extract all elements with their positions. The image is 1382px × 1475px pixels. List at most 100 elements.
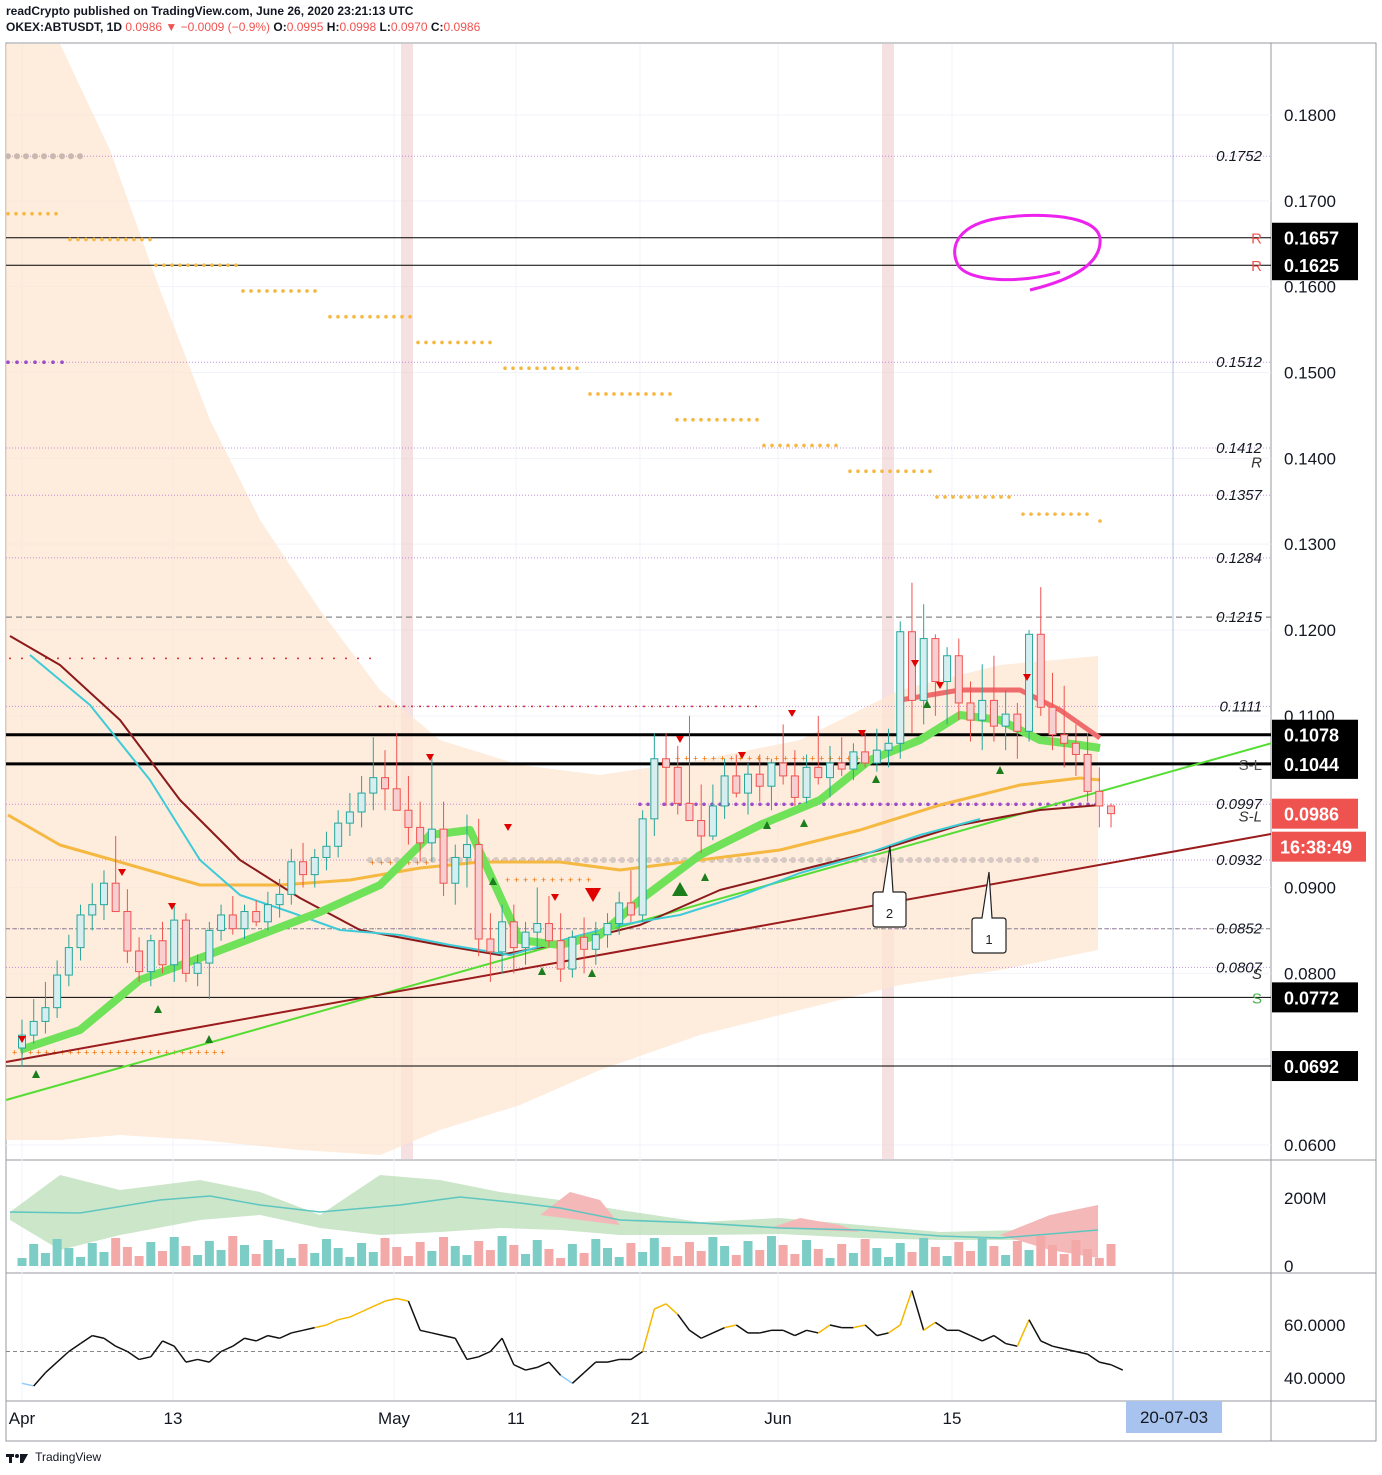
resistance-dot: [305, 289, 309, 293]
level-label: 0.1412: [1216, 440, 1263, 457]
orange-plus: +: [810, 753, 815, 763]
candle-body: [814, 766, 823, 779]
candle-body: [779, 762, 788, 777]
resistance-dot: [464, 340, 468, 345]
candle-body: [451, 856, 460, 884]
volume-bar: [848, 1253, 858, 1266]
grey-dot: [14, 153, 20, 160]
volume-bar: [837, 1244, 847, 1266]
resistance-dot: [352, 314, 356, 319]
red-dot: [459, 705, 461, 708]
purple-dot: [734, 802, 738, 807]
resistance-dot: [289, 289, 293, 293]
red-dot: [395, 705, 397, 708]
red-dot: [201, 657, 203, 660]
orange-plus: +: [541, 875, 546, 885]
resistance-dot: [1085, 512, 1089, 516]
candle-body: [287, 861, 296, 895]
resistance-dot: [84, 237, 88, 242]
red-dot: [499, 705, 501, 708]
red-dot: [707, 705, 709, 708]
candle-body: [615, 902, 624, 925]
red-dot: [715, 705, 717, 708]
volume-ma-line: [9, 1195, 1099, 1239]
rsi-segment: [1005, 1342, 1018, 1347]
orange-plus: +: [729, 753, 734, 763]
grey-dot: [376, 857, 382, 864]
candle-body: [181, 919, 190, 974]
resistance-dot: [567, 366, 571, 371]
rsi-segment: [44, 1361, 58, 1374]
purple-dot: [926, 802, 930, 807]
rsi-segment: [981, 1334, 995, 1342]
purple-dot: [51, 360, 55, 365]
orange-plus: +: [68, 1048, 73, 1058]
candle-body: [392, 788, 401, 811]
orange-plus: +: [711, 753, 716, 763]
resistance-dot: [46, 211, 50, 216]
price-tick: 0.0800: [1284, 964, 1336, 983]
resistance-dot: [904, 469, 908, 474]
candle-body: [1095, 790, 1104, 807]
rsi-segment: [255, 1334, 269, 1342]
purple-dot: [1038, 802, 1042, 807]
candle-body: [650, 758, 659, 820]
orange-plus: +: [747, 753, 752, 763]
red-dot: [69, 657, 71, 660]
grey-dot: [781, 857, 787, 864]
grey-dot: [41, 153, 47, 160]
candle-body: [533, 923, 542, 933]
sell-signal: [858, 730, 866, 737]
grey-dot: [5, 153, 11, 160]
purple-dot: [1070, 802, 1074, 807]
price-box-label: 0.1657: [1284, 229, 1339, 249]
rsi-segment: [806, 1329, 819, 1334]
resistance-dot: [675, 417, 679, 422]
candle-body: [486, 938, 495, 953]
grey-dot: [916, 857, 922, 864]
grey-dot: [628, 857, 634, 864]
candle-body: [802, 766, 811, 798]
rsi-segment: [489, 1337, 503, 1352]
grey-dot: [385, 857, 391, 864]
resistance-dot: [707, 417, 711, 422]
purple-dot: [902, 802, 906, 807]
volume-bar: [614, 1257, 624, 1266]
resistance-dot: [1053, 512, 1057, 516]
grey-dot: [736, 857, 742, 864]
buy-signal: [872, 775, 880, 783]
rsi-segment: [888, 1324, 901, 1334]
red-dot: [141, 657, 143, 660]
rsi-segment: [185, 1358, 198, 1363]
rsi-segment: [138, 1356, 151, 1361]
volume-bar: [989, 1246, 999, 1266]
sell-signal: [168, 903, 176, 910]
rsi-segment: [431, 1332, 444, 1337]
buy-signal: [996, 766, 1004, 774]
candle-body: [1083, 753, 1092, 792]
volume-bar: [790, 1254, 800, 1266]
candle-body: [638, 818, 647, 916]
candle-body: [1107, 805, 1116, 815]
rsi-segment: [677, 1313, 691, 1331]
grey-dot: [952, 857, 958, 864]
resistance-dot: [170, 263, 174, 268]
candle-body: [123, 911, 132, 952]
orange-plus: +: [180, 1048, 185, 1058]
purple-dot: [1062, 802, 1066, 807]
resistance-dot: [124, 237, 128, 242]
orange-plus: +: [156, 1048, 161, 1058]
purple-dot: [910, 802, 914, 807]
red-dot: [297, 657, 299, 660]
resistance-dot: [967, 495, 971, 499]
resistance-dot: [1007, 495, 1011, 499]
price-box: [1272, 748, 1358, 779]
resistance-dot: [683, 417, 687, 422]
candle-body: [29, 1020, 38, 1036]
grey-dot: [880, 857, 886, 864]
grey-dot: [1033, 857, 1039, 864]
rsi-segment: [1052, 1345, 1065, 1350]
rsi-segment: [665, 1303, 679, 1315]
red-dot: [643, 705, 645, 708]
